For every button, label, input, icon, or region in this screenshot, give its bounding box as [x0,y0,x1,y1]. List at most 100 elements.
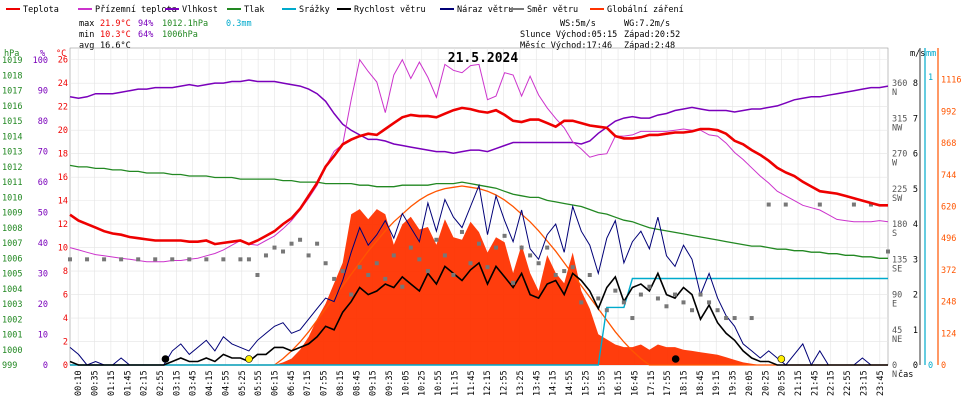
plot-area [68,58,890,367]
axis-rad-tick-2: 868 [941,139,956,149]
axis-ms-tick-4: 4 [913,220,918,230]
wind-direction-point-35 [451,272,456,277]
axis-temp-tick-11: 4 [63,314,68,324]
axis-hpa-tick-15: 1004 [2,285,22,295]
axis-pct-tick-2: 80 [38,117,48,127]
wind-direction-point-28 [391,253,396,258]
axis-time-tick-23: 11:15 [450,370,460,396]
stat-min-hum: 64% [138,30,153,40]
series-wind-speed-line [69,261,888,366]
axis-time-tick-37: 18:15 [680,370,690,396]
axis-rad-tick-7: 248 [941,298,956,308]
axis-hpa-tick-18: 1001 [2,331,22,341]
wind-direction-point-59 [655,296,660,301]
axis-time-tick-29: 14:15 [549,370,559,396]
axis-time-tick-42: 20:25 [761,370,771,396]
legend-label-3: Tlak [244,5,264,15]
axis-time-tick-19: 09:35 [385,370,395,396]
axis-hpa-tick-12: 1007 [2,239,22,249]
stat-max-rain: 0.3mm [226,19,252,29]
wind-direction-point-40 [494,245,499,250]
axis-dir-tick-5: 135 [892,255,907,265]
wind-direction-point-15 [281,249,286,254]
axis-time-tick-38: 18:45 [696,370,706,396]
axis-temp-tick-10: 6 [63,291,68,301]
wind-direction-point-27 [383,276,388,281]
chart-title: 21.5.2024 [448,51,519,66]
axis-time-tick-36: 17:55 [663,370,673,396]
axis-dir-tick-2: 270 [892,150,907,160]
axis-time-tick-20: 10:05 [401,370,411,396]
wind-direction-point-10 [238,257,243,262]
axis-time-tick-43: 20:55 [778,370,788,396]
wind-direction-point-64 [698,292,703,297]
axis-temp-tick-0: 26 [58,56,68,66]
wind-direction-point-50 [579,300,584,305]
wind-direction-point-37 [468,261,473,266]
info-moon-set: Západ:2:48 [624,41,675,51]
axis-time-tick-0: 00:10 [74,370,84,396]
wind-direction-point-63 [690,308,695,313]
wind-direction-point-16 [289,241,294,246]
axis-pct-tick-7: 30 [38,270,48,280]
wind-direction-point-55 [621,300,626,305]
axis-rad-tick-9: 0 [941,361,946,371]
wind-direction-point-49 [570,265,575,270]
wind-direction-point-71 [783,202,788,207]
axis-temp-tick-4: 18 [58,150,68,160]
axis-mm-tick-0: 1 [928,73,933,83]
wind-direction-point-33 [434,237,439,242]
axis-time-tick-13: 06:45 [287,370,297,396]
axis-temp-tick-5: 16 [58,173,68,183]
axis-rad-tick-5: 496 [941,234,956,244]
info-ws: WS:5m/s [560,19,596,29]
wind-direction-point-34 [442,253,447,258]
axis-temp-tick-7: 12 [58,220,68,230]
info-wg: WG:7.2m/s [624,19,670,29]
axis-rad-tick-8: 124 [941,329,956,339]
legend-label-2: Vlhkost [182,5,218,15]
info-block: WS:5m/s WG:7.2m/s Slunce Východ:05:15 Zá… [520,19,680,51]
stat-max-press: 1012.1hPa [162,19,208,29]
axis-dir-label-5: SE [892,264,902,274]
axis-ms-tick-5: 3 [913,255,918,265]
wind-direction-point-2 [102,257,107,262]
axis-time-tick-10: 05:25 [238,370,248,396]
axis-dir-tick-0: 360 [892,79,907,89]
legend-label-4: Srážky [299,5,330,15]
wind-direction-point-30 [408,245,413,250]
axis-dir-label-4: S [892,229,897,239]
wind-direction-point-61 [672,292,677,297]
axis-ms-tick-2: 6 [913,150,918,160]
axis-dir-tick-7: 45 [892,326,902,336]
marker-moonrise [671,355,680,363]
axis-temp-tick-1: 24 [58,79,68,89]
wind-direction-point-22 [340,269,345,274]
marker-moonset [161,355,170,363]
info-moon: Měsíc Východ:17:46 [520,41,612,51]
axis-time-tick-14: 07:15 [303,370,313,396]
wind-direction-point-72 [817,202,822,207]
x-axis-label: čas [898,369,913,380]
axis-time-tick-48: 23:15 [859,370,869,396]
axis-temp-tick-12: 2 [63,338,68,348]
wind-direction-point-41 [502,233,507,238]
wind-direction-point-68 [732,316,737,321]
axis-ms-tick-8: 0 [913,361,918,371]
wind-direction-point-8 [204,257,209,262]
axis-ms-tick-0: 8 [913,79,918,89]
axis-ms-tick-6: 2 [913,291,918,301]
axis-time-tick-32: 15:55 [598,370,608,396]
axis-temp-tick-9: 8 [63,267,68,277]
stat-min-temp: 10.3°C [100,30,131,40]
wind-direction-point-65 [707,300,712,305]
axis-hpa-tick-4: 1015 [2,117,22,127]
wind-direction-point-54 [613,288,618,293]
wind-direction-point-20 [323,261,328,266]
axis-dir-label-6: E [892,300,897,310]
stat-max-hum: 94% [138,19,153,29]
axis-ms-unit: m/s [910,49,925,59]
legend-label-0: Teplota [23,5,59,15]
axis-hpa-tick-6: 1013 [2,148,22,158]
